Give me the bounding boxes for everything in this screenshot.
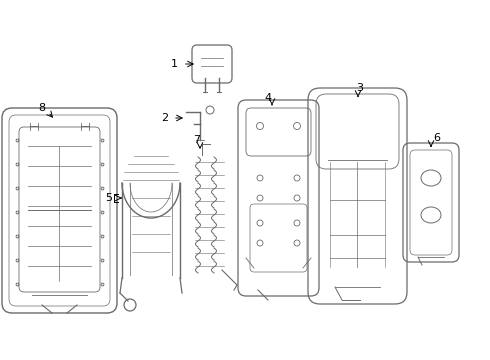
Text: 6: 6 [434,133,441,143]
Text: 3: 3 [357,83,364,93]
Text: 8: 8 [38,103,46,113]
Text: 1: 1 [171,59,178,69]
Text: 5: 5 [105,193,112,203]
Text: 7: 7 [194,135,200,145]
Text: 4: 4 [265,93,271,103]
Text: 2: 2 [161,113,168,123]
